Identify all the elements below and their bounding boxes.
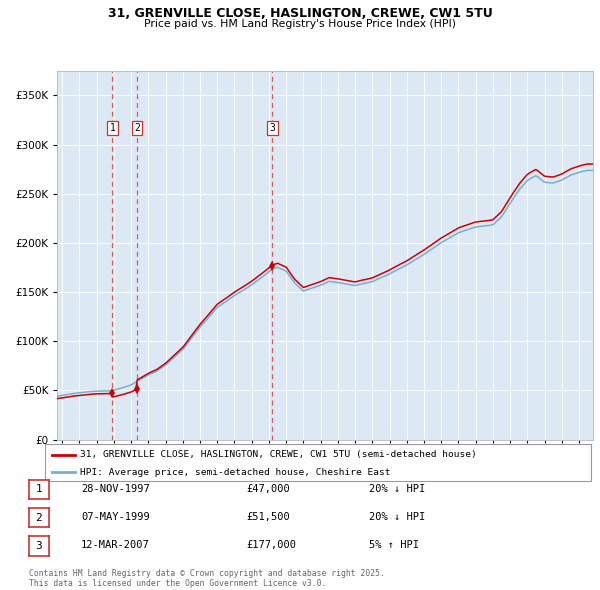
Text: HPI: Average price, semi-detached house, Cheshire East: HPI: Average price, semi-detached house,… — [80, 467, 391, 477]
Text: 07-MAY-1999: 07-MAY-1999 — [81, 512, 150, 522]
Text: 3: 3 — [35, 541, 42, 551]
Text: £51,500: £51,500 — [246, 512, 290, 522]
Text: 20% ↓ HPI: 20% ↓ HPI — [369, 512, 425, 522]
Text: 1: 1 — [35, 484, 42, 494]
Text: 3: 3 — [269, 123, 275, 133]
Text: 12-MAR-2007: 12-MAR-2007 — [81, 540, 150, 550]
Text: 5% ↑ HPI: 5% ↑ HPI — [369, 540, 419, 550]
Text: 31, GRENVILLE CLOSE, HASLINGTON, CREWE, CW1 5TU (semi-detached house): 31, GRENVILLE CLOSE, HASLINGTON, CREWE, … — [80, 450, 477, 459]
Text: £177,000: £177,000 — [246, 540, 296, 550]
Text: 2: 2 — [134, 123, 140, 133]
Text: 20% ↓ HPI: 20% ↓ HPI — [369, 484, 425, 493]
Text: Price paid vs. HM Land Registry's House Price Index (HPI): Price paid vs. HM Land Registry's House … — [144, 19, 456, 29]
Text: 2: 2 — [35, 513, 42, 523]
Text: 1: 1 — [109, 123, 115, 133]
Text: Contains HM Land Registry data © Crown copyright and database right 2025.
This d: Contains HM Land Registry data © Crown c… — [29, 569, 385, 588]
Text: 28-NOV-1997: 28-NOV-1997 — [81, 484, 150, 493]
Text: 31, GRENVILLE CLOSE, HASLINGTON, CREWE, CW1 5TU: 31, GRENVILLE CLOSE, HASLINGTON, CREWE, … — [107, 7, 493, 20]
Text: £47,000: £47,000 — [246, 484, 290, 493]
